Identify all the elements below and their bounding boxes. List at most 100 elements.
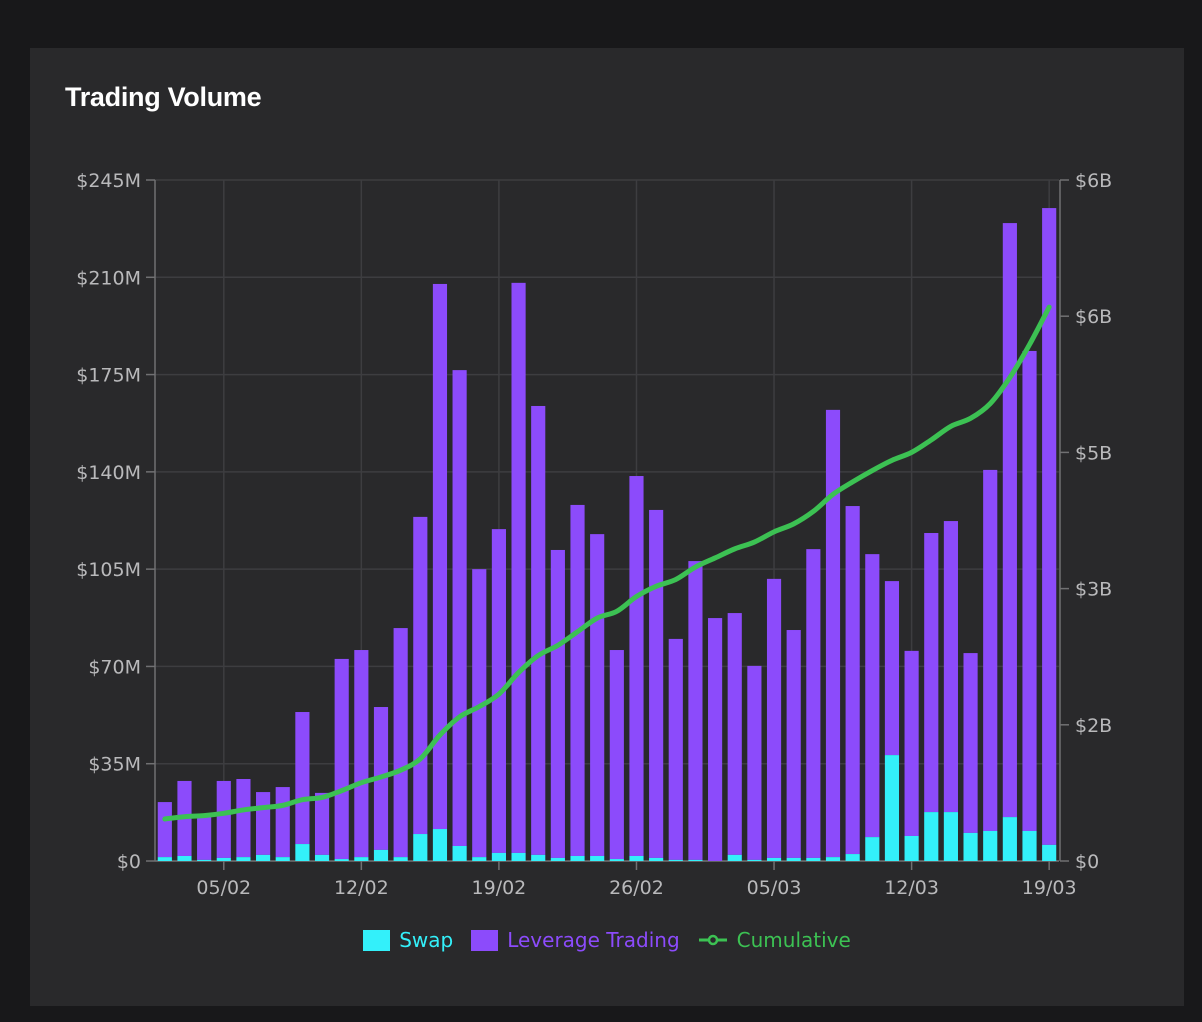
bar-swap <box>413 834 428 861</box>
bar-leverage-trading <box>668 638 683 860</box>
bar-swap <box>688 859 703 861</box>
right-tick-label: $2B <box>1075 715 1112 737</box>
bar-swap <box>275 857 290 861</box>
bar-swap <box>393 857 408 861</box>
bar-swap <box>452 845 467 861</box>
left-tick-label: $140M <box>76 462 141 484</box>
bar-leverage-trading <box>727 613 742 855</box>
bar-swap <box>963 832 978 861</box>
bar-swap <box>943 812 958 861</box>
bar-swap <box>845 854 860 861</box>
bar-leverage-trading <box>295 712 310 845</box>
bar-leverage-trading <box>629 476 644 856</box>
bar-swap <box>314 854 330 861</box>
bar-leverage-trading <box>531 405 546 855</box>
cumulative-line <box>162 304 1052 822</box>
bar-leverage-trading <box>472 569 487 858</box>
right-tick-label: $3B <box>1075 579 1112 601</box>
legend-label: Swap <box>399 928 454 952</box>
x-tick-label: 19/02 <box>472 877 527 899</box>
bar-leverage-trading <box>845 506 860 855</box>
right-tick-label: $0 <box>1075 851 1099 873</box>
left-tick-label: $210M <box>76 267 141 289</box>
bar-leverage-trading <box>432 283 448 830</box>
bar-swap <box>747 859 762 861</box>
x-tick-label: 05/02 <box>196 877 251 899</box>
left-tick-label: $245M <box>76 170 141 192</box>
bar-leverage-trading <box>708 618 723 861</box>
bar-swap <box>354 857 369 861</box>
trading-volume-card: Trading Volume $0 $35M $70M $105M $140M $175M… <box>30 48 1184 1006</box>
bar-swap <box>177 855 192 861</box>
bar-swap <box>432 829 448 861</box>
bar-swap <box>373 849 389 861</box>
grid-lines <box>155 179 1059 862</box>
left-tick-label: $175M <box>76 365 141 387</box>
legend-item-cumulative[interactable]: Cumulative <box>698 928 851 952</box>
bar-leverage-trading <box>413 516 428 835</box>
cumulative-line-group <box>162 304 1052 822</box>
chart-legend: Swap Leverage Trading Cumulative <box>30 928 1184 952</box>
bar-leverage-trading <box>884 581 900 756</box>
bar-swap <box>727 854 742 861</box>
bar-swap <box>924 812 939 861</box>
bar-swap <box>766 857 782 861</box>
bar-leverage-trading <box>393 628 408 858</box>
x-tick-label: 12/03 <box>884 877 939 899</box>
bar-leverage-trading <box>314 792 330 855</box>
bar-swap <box>983 830 998 861</box>
legend-label: Leverage Trading <box>507 928 680 952</box>
right-tick-label: $5B <box>1075 442 1112 464</box>
bar-swap <box>786 857 801 861</box>
legend-label: Cumulative <box>736 928 851 952</box>
bar-leverage-trading <box>570 504 585 856</box>
x-tick-label: 19/03 <box>1022 877 1077 899</box>
bar-swap <box>865 837 880 861</box>
bar-swap <box>649 857 664 861</box>
chart-title: Trading Volume <box>65 82 262 112</box>
bar-leverage-trading <box>747 665 762 860</box>
bar-leverage-trading <box>334 658 349 860</box>
bar-leverage-trading <box>197 815 212 860</box>
bar-swap <box>590 855 605 861</box>
bar-swap <box>472 857 487 861</box>
left-tick-label: $35M <box>88 754 141 776</box>
x-tick-label: 05/03 <box>747 877 802 899</box>
right-tick-label: $6B <box>1075 170 1112 192</box>
left-tick-label: $105M <box>76 559 141 581</box>
legend-item-swap[interactable]: Swap <box>363 928 453 952</box>
bar-swap <box>806 857 821 861</box>
bar-leverage-trading <box>1042 208 1057 845</box>
bar-swap <box>197 859 212 861</box>
legend-item-leverage[interactable]: Leverage Trading <box>471 928 680 952</box>
bar-leverage-trading <box>943 521 958 813</box>
bar-leverage-trading <box>1002 223 1017 818</box>
bar-leverage-trading <box>825 409 841 858</box>
bar-leverage-trading <box>806 549 821 858</box>
bars <box>157 208 1057 861</box>
line-marker-icon <box>698 934 727 946</box>
left-tick-label: $70M <box>88 656 141 678</box>
bar-swap <box>295 844 310 861</box>
bar-leverage-trading <box>590 534 605 856</box>
bar-leverage-trading <box>256 792 271 855</box>
bar-swap <box>1002 817 1017 861</box>
bar-swap <box>256 854 271 861</box>
bar-leverage-trading <box>688 561 703 860</box>
bar-swap <box>570 855 585 861</box>
bar-leverage-trading <box>766 578 782 858</box>
bar-leverage-trading <box>649 509 664 858</box>
bar-swap <box>216 857 231 861</box>
bar-leverage-trading <box>275 787 290 858</box>
bar-swap <box>511 852 526 861</box>
bar-swap <box>1042 844 1057 861</box>
axis-labels: $0 $35M $70M $105M $140M $175M $210M $245M $0 $2B… <box>76 170 1112 899</box>
bar-swap <box>609 859 624 861</box>
bar-leverage-trading <box>904 650 919 836</box>
right-tick-label: $6B <box>1075 306 1112 328</box>
bar-swap <box>629 855 644 861</box>
bar-leverage-trading <box>511 282 526 853</box>
bar-leverage-trading <box>550 549 565 858</box>
bar-swap <box>550 857 565 861</box>
bar-swap <box>825 857 841 861</box>
